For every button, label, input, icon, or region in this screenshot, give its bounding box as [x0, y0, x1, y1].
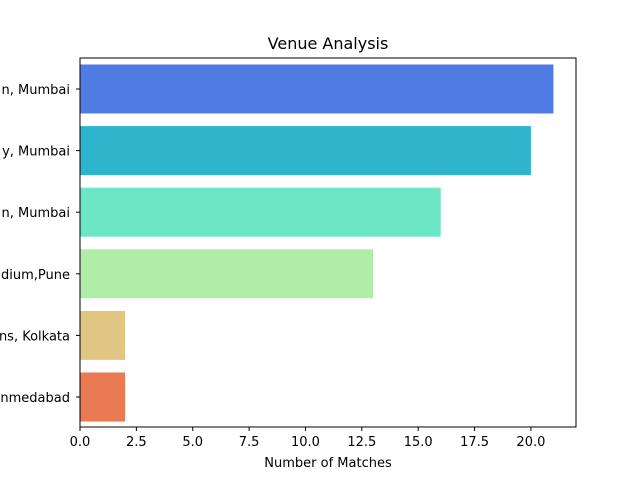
bar [80, 187, 441, 237]
chart-title: Venue Analysis [268, 34, 389, 53]
x-tick-label: 20.0 [516, 435, 545, 450]
x-tick-label: 5.0 [182, 435, 203, 450]
y-tick-label: y, Mumbai [2, 145, 70, 160]
x-tick-label: 7.5 [239, 435, 260, 450]
y-tick-label: dium,Pune [1, 268, 70, 283]
y-tick-label: n, Mumbai [2, 206, 70, 221]
x-tick-label: 2.5 [126, 435, 147, 450]
bar [80, 310, 126, 360]
plot-frame [79, 57, 577, 428]
x-tick-label: 17.5 [460, 435, 489, 450]
bar [80, 372, 126, 422]
x-tick-label: 12.5 [347, 435, 376, 450]
x-tick-label: 15.0 [404, 435, 433, 450]
x-tick-label: 0.0 [70, 435, 91, 450]
y-tick-label: n, Mumbai [2, 83, 70, 98]
bar [80, 126, 531, 176]
x-tick-label: 10.0 [291, 435, 320, 450]
bar [80, 249, 374, 299]
x-axis-label: Number of Matches [264, 456, 392, 471]
y-tick-label: ns, Kolkata [0, 329, 70, 344]
y-tick-label: nmedabad [0, 391, 70, 406]
bar [80, 64, 554, 114]
